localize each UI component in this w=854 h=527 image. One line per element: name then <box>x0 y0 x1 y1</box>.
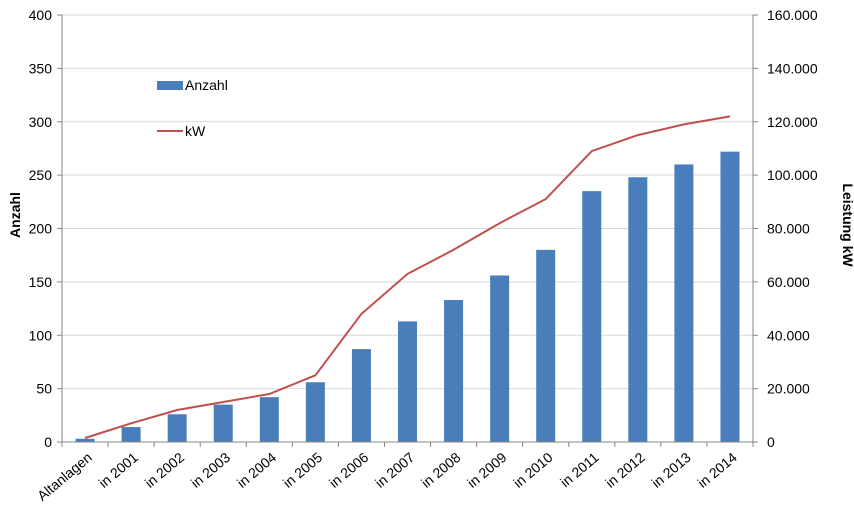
y2-tick-label: 80.000 <box>767 221 810 237</box>
bar <box>259 397 279 442</box>
x-tick-label: in 2004 <box>234 449 280 491</box>
left-axis-title: Anzahl <box>7 192 23 238</box>
bar <box>490 275 510 442</box>
bar <box>167 414 187 442</box>
y2-tick-label: 100.000 <box>767 167 818 183</box>
legend-label-anzahl: Anzahl <box>185 77 228 93</box>
bar <box>720 151 740 442</box>
bar <box>213 404 233 442</box>
bar <box>444 300 464 442</box>
bar <box>582 191 602 442</box>
y-tick-label: 200 <box>29 221 53 237</box>
y2-tick-label: 160.000 <box>767 7 818 23</box>
x-tick-label: in 2011 <box>557 449 602 490</box>
y2-tick-label: 120.000 <box>767 114 818 130</box>
x-tick-label: in 2008 <box>418 449 464 491</box>
x-axis-tick-labels: Altanlagen in 2001 in 2002 in 2003 in 2004 in… <box>34 449 740 504</box>
right-axis-tick-labels: 0 20.000 40.000 60.000 80.000 100.000 120.000 1… <box>767 7 818 450</box>
y2-tick-label: 20.000 <box>767 381 810 397</box>
y2-tick-label: 0 <box>767 434 775 450</box>
y2-tick-label: 140.000 <box>767 60 818 76</box>
y-tick-label: 250 <box>29 167 53 183</box>
y2-tick-label: 40.000 <box>767 327 810 343</box>
right-axis-title: Leistung kW <box>840 183 854 267</box>
left-axis-tick-labels: 0 50 100 150 200 250 300 350 400 <box>29 7 53 450</box>
x-tick-label: in 2003 <box>188 449 234 491</box>
bar <box>75 438 95 442</box>
axes <box>57 14 758 447</box>
y-tick-label: 150 <box>29 274 53 290</box>
bar-series-anzahl <box>75 151 740 442</box>
y-tick-label: 0 <box>44 434 52 450</box>
y-tick-label: 400 <box>29 7 53 23</box>
x-tick-label: Altanlagen <box>34 449 95 504</box>
y-tick-label: 350 <box>29 60 53 76</box>
bar <box>351 349 371 442</box>
x-tick-label: in 2013 <box>648 449 694 491</box>
bar <box>398 321 417 442</box>
y2-tick-label: 60.000 <box>767 274 810 290</box>
legend-swatch-anzahl <box>157 81 183 90</box>
x-tick-label: in 2012 <box>602 449 648 491</box>
x-tick-label: in 2002 <box>142 449 188 491</box>
gridlines <box>62 14 753 443</box>
bar <box>536 249 556 442</box>
legend: Anzahl kW <box>157 77 228 139</box>
y-tick-label: 100 <box>29 327 53 343</box>
y-tick-label: 50 <box>36 381 52 397</box>
bar <box>305 382 325 442</box>
x-tick-label: in 2007 <box>372 449 418 491</box>
x-tick-label: in 2005 <box>280 449 326 491</box>
x-tick-label: in 2009 <box>464 449 510 491</box>
bar <box>121 427 141 442</box>
bar <box>628 177 648 442</box>
line-series-kw <box>84 115 731 439</box>
x-tick-label: in 2006 <box>326 449 372 491</box>
line-path <box>84 115 731 439</box>
x-tick-label: in 2001 <box>96 449 142 491</box>
bar <box>674 164 694 442</box>
legend-label-kw: kW <box>185 123 206 139</box>
x-tick-label: in 2014 <box>694 449 740 491</box>
y-tick-label: 300 <box>29 114 53 130</box>
x-tick-label: in 2010 <box>510 449 556 491</box>
